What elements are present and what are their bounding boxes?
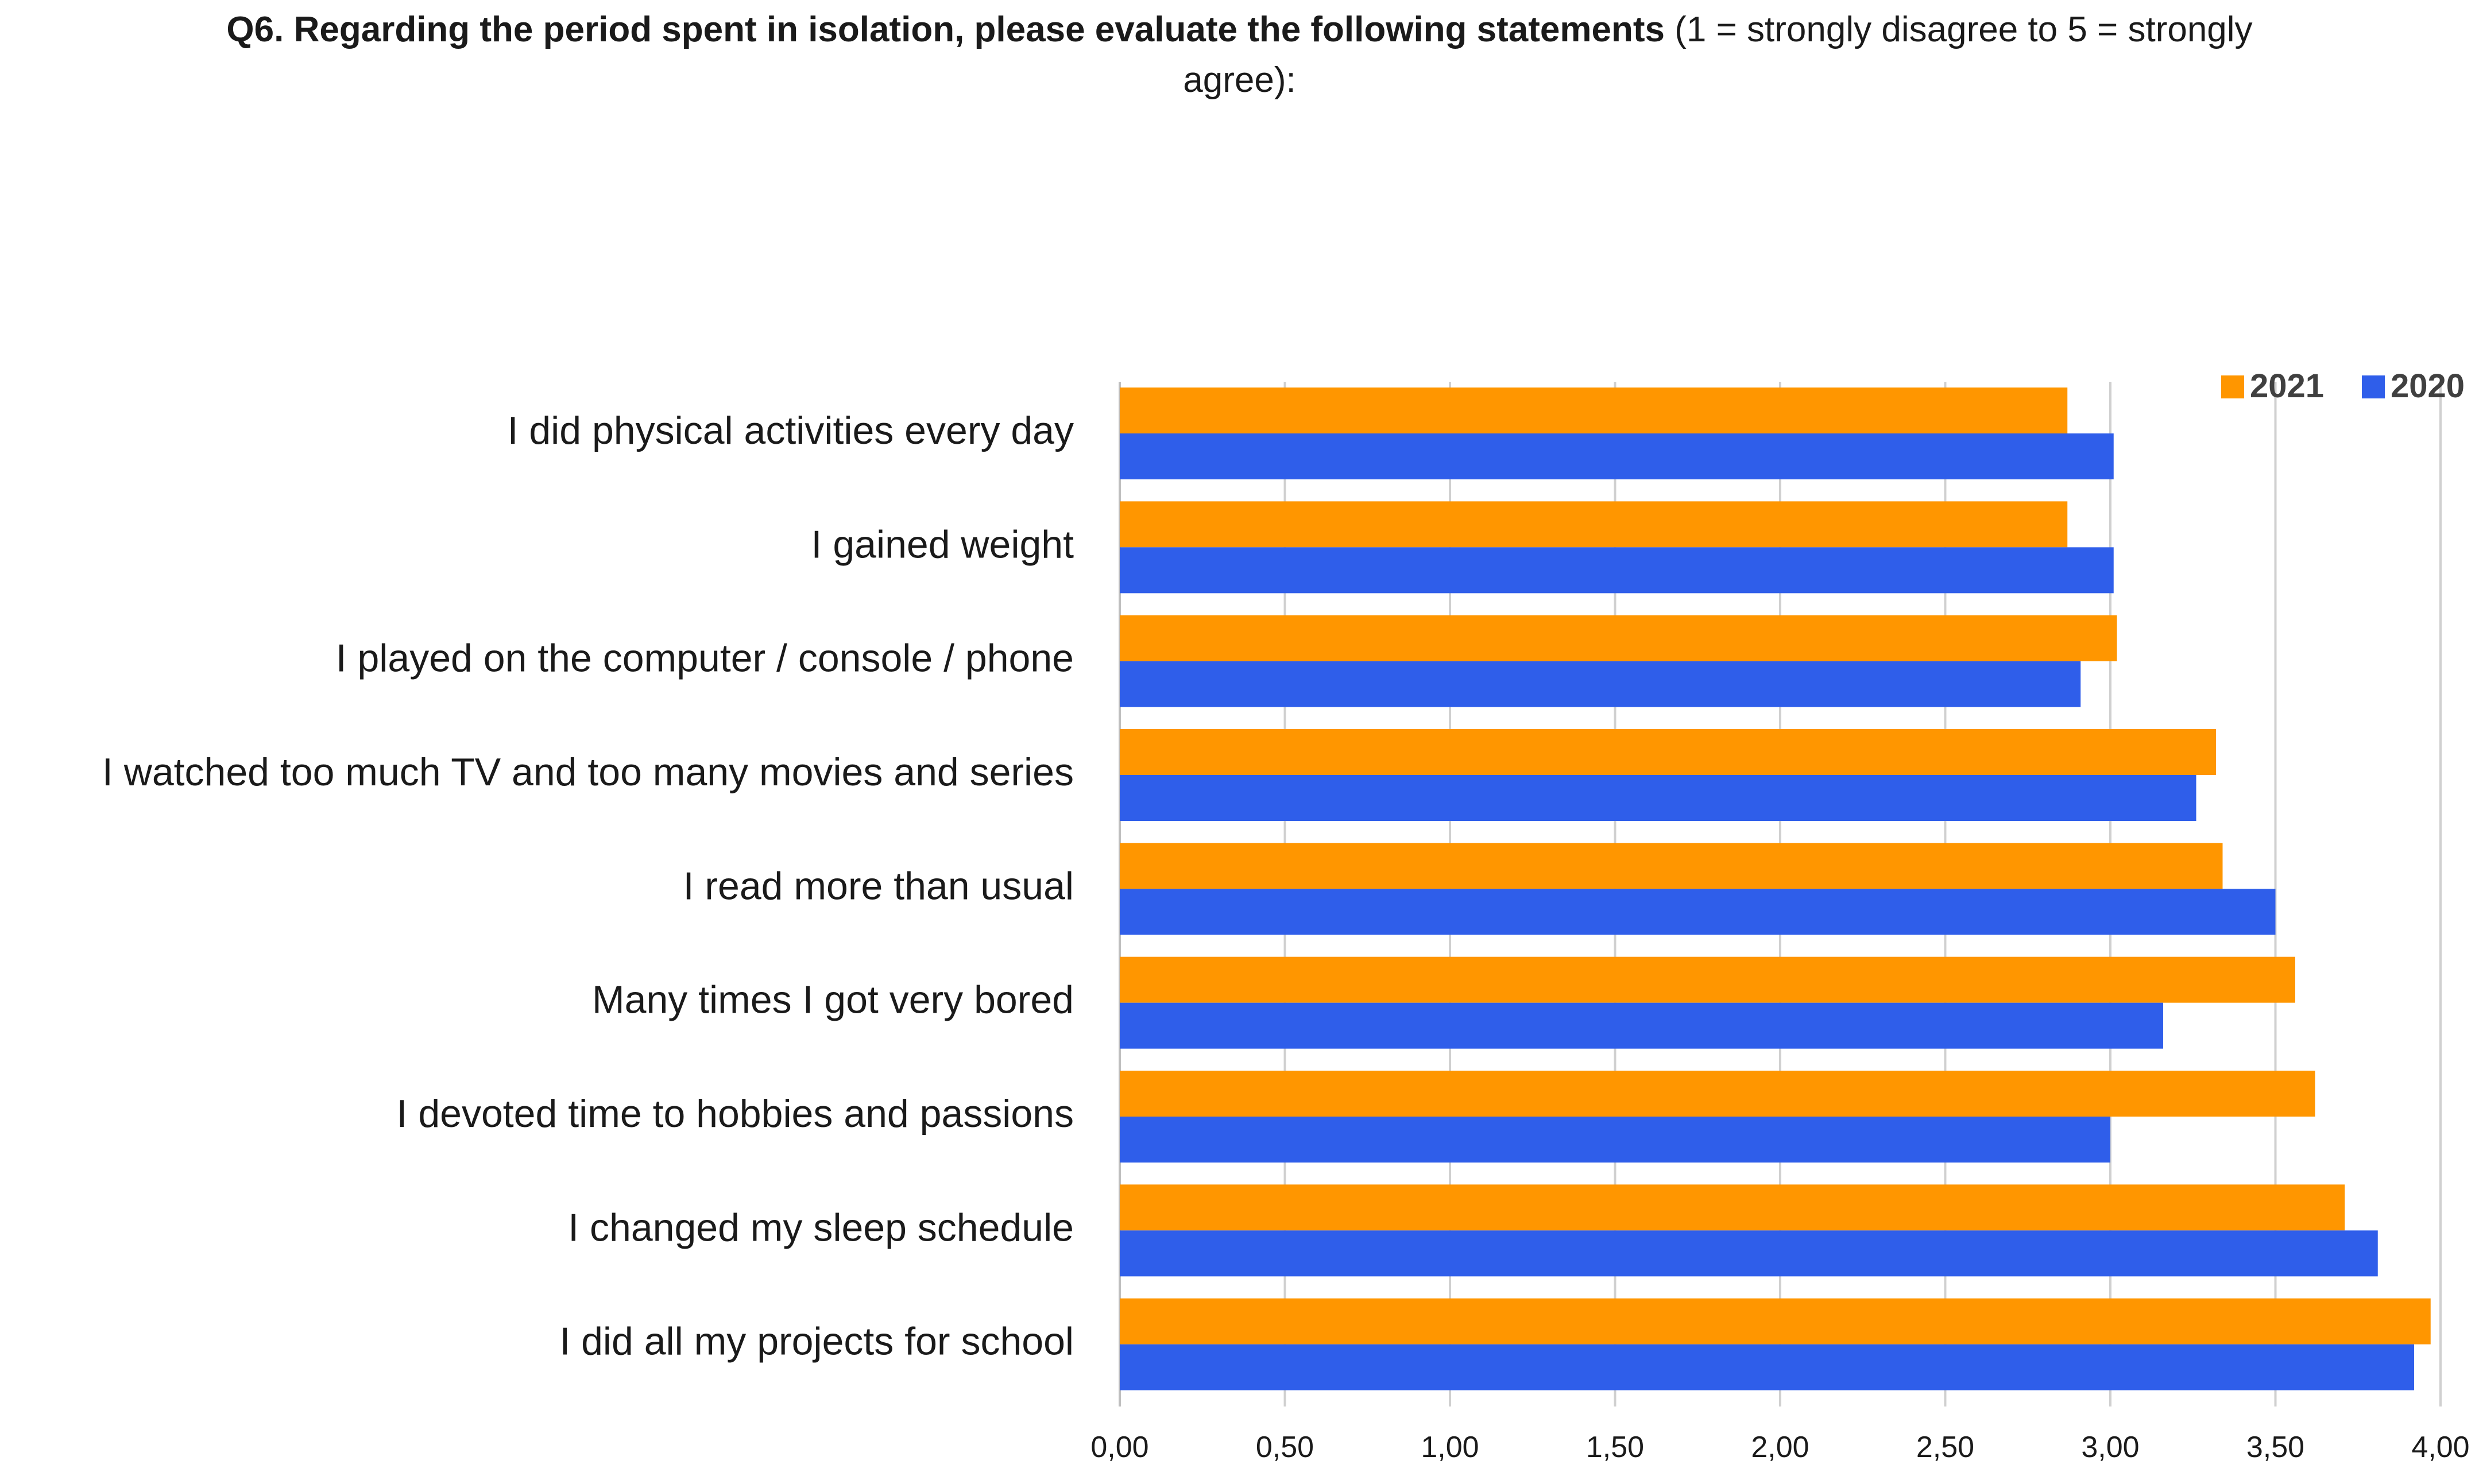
bar-2021-6 (1120, 956, 2295, 1003)
bar-2021-1 (1120, 388, 2068, 433)
x-axis-ticks: 0,00 0,50 1,00 1,50 2,00 2,50 3,00 3,50 4,00 (1090, 1431, 2469, 1464)
x-tick-label: 2,00 (1751, 1431, 1809, 1464)
category-label: I gained weight (811, 522, 1074, 566)
category-label: I devoted time to hobbies and passions (397, 1092, 1074, 1136)
bar-2020-8 (1120, 1230, 2378, 1277)
category-label: I changed my sleep schedule (568, 1206, 1074, 1249)
x-tick-label: 2,50 (1916, 1431, 1974, 1464)
legend-label-2021: 2021 (2250, 367, 2324, 405)
bar-2020-5 (1120, 889, 2276, 935)
legend-swatch-2021 (2221, 375, 2244, 398)
x-tick-label: 3,00 (2081, 1431, 2139, 1464)
category-label: I did all my projects for school (559, 1320, 1074, 1363)
category-labels: I did physical activities every day I gai… (102, 409, 1074, 1363)
x-tick-label: 4,00 (2411, 1431, 2469, 1464)
bar-2021-3 (1120, 615, 2117, 661)
category-label: Many times I got very bored (592, 978, 1074, 1022)
bar-2020-3 (1120, 661, 2081, 707)
bar-2020-2 (1120, 547, 2114, 594)
bar-2021-2 (1120, 501, 2068, 548)
bars (1120, 388, 2431, 1390)
bar-2021-5 (1120, 843, 2223, 889)
category-label: I watched too much TV and too many movie… (102, 750, 1074, 794)
bar-2020-9 (1120, 1344, 2414, 1390)
bar-2020-7 (1120, 1117, 2110, 1163)
legend-swatch-2020 (2362, 375, 2385, 398)
x-tick-label: 0,50 (1256, 1431, 1314, 1464)
bar-2020-4 (1120, 775, 2196, 821)
bar-2021-8 (1120, 1184, 2345, 1231)
x-tick-label: 3,50 (2246, 1431, 2304, 1464)
bar-2021-9 (1120, 1298, 2431, 1344)
x-tick-label: 1,00 (1421, 1431, 1479, 1464)
bar-2020-1 (1120, 433, 2114, 479)
category-label: I played on the computer / console / pho… (336, 637, 1074, 680)
legend: 2021 2020 (2221, 367, 2465, 405)
bar-2020-6 (1120, 1002, 2163, 1049)
legend-label-2020: 2020 (2391, 367, 2465, 405)
x-tick-label: 0,00 (1090, 1431, 1148, 1464)
category-label: I did physical activities every day (508, 409, 1074, 452)
x-tick-label: 1,50 (1586, 1431, 1644, 1464)
bar-2021-7 (1120, 1071, 2315, 1117)
chart-title: Q6. Regarding the period spent in isolat… (172, 5, 2307, 106)
chart-title-bold: Q6. Regarding the period spent in isolat… (226, 10, 1665, 49)
bar-2021-4 (1120, 729, 2216, 775)
category-label: I read more than usual (683, 864, 1074, 908)
chart-title-rest: (1 = strongly disagree to 5 = strongly a… (1183, 10, 2253, 100)
